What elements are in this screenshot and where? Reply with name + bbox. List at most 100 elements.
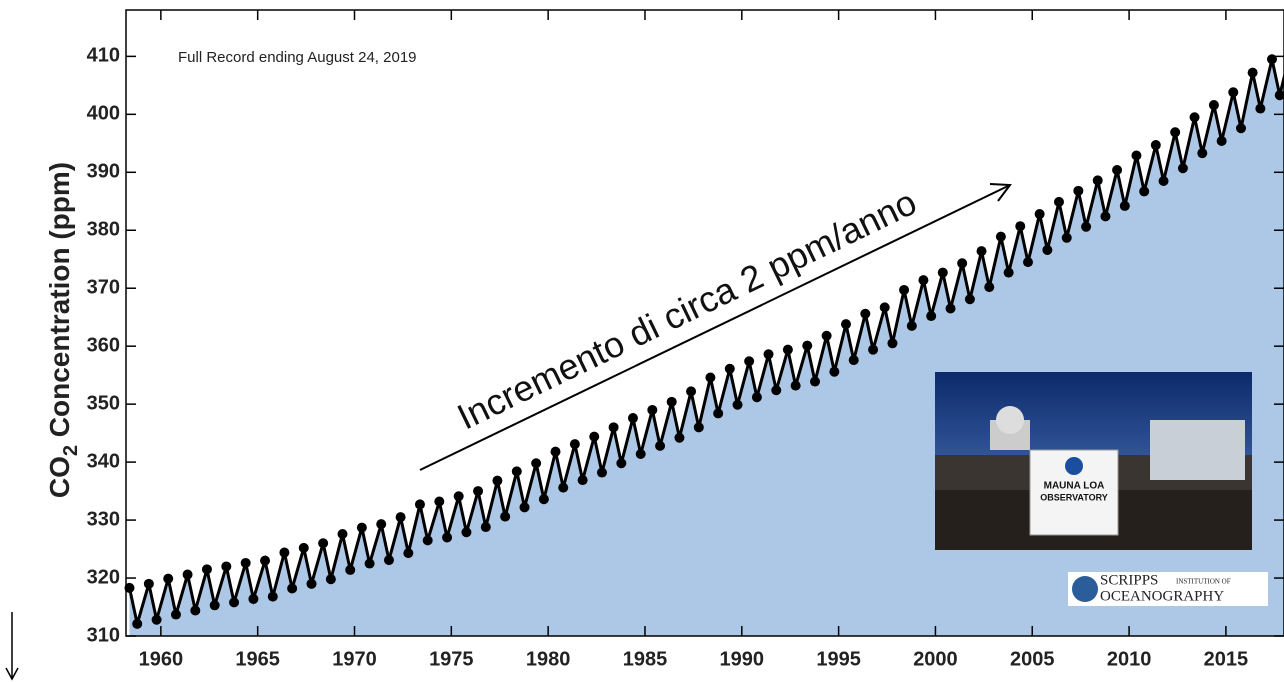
point — [860, 309, 870, 319]
point — [636, 449, 646, 459]
point — [423, 535, 433, 545]
point — [500, 512, 510, 522]
point — [163, 574, 173, 584]
point — [279, 548, 289, 558]
y-tick-label: 330 — [87, 508, 120, 530]
point — [868, 345, 878, 355]
point — [171, 610, 181, 620]
point — [1151, 140, 1161, 150]
point — [221, 561, 231, 571]
point — [733, 400, 743, 410]
point — [628, 413, 638, 423]
point — [752, 392, 762, 402]
point — [461, 527, 471, 537]
x-tick-label: 1985 — [623, 648, 668, 670]
point — [655, 441, 665, 451]
point — [705, 372, 715, 382]
point — [144, 579, 154, 589]
point — [357, 523, 367, 533]
x-tick-label: 2010 — [1107, 648, 1152, 670]
x-tick-label: 2005 — [1010, 648, 1055, 670]
point — [260, 556, 270, 566]
logo-text: INSTITUTION OF — [1176, 578, 1231, 586]
point — [849, 355, 859, 365]
point — [822, 331, 832, 341]
point — [647, 405, 657, 415]
point — [918, 275, 928, 285]
x-tick-label: 1965 — [235, 648, 280, 670]
point — [365, 559, 375, 569]
point — [307, 579, 317, 589]
point — [887, 338, 897, 348]
point — [183, 570, 193, 580]
point — [396, 512, 406, 522]
point — [880, 302, 890, 312]
point — [1131, 150, 1141, 160]
point — [1120, 201, 1130, 211]
point — [473, 486, 483, 496]
point — [1042, 245, 1052, 255]
point — [616, 458, 626, 468]
point — [764, 349, 774, 359]
point — [299, 543, 309, 553]
x-tick-label: 1960 — [139, 648, 184, 670]
point — [899, 285, 909, 295]
y-tick-label: 390 — [87, 161, 120, 183]
point — [674, 433, 684, 443]
point — [1248, 68, 1258, 78]
point — [539, 494, 549, 504]
point — [694, 422, 704, 432]
point — [241, 558, 251, 568]
x-tick-label: 2015 — [1204, 648, 1249, 670]
point — [984, 282, 994, 292]
point — [1081, 222, 1091, 232]
point — [1062, 233, 1072, 243]
point — [841, 319, 851, 329]
point — [531, 458, 541, 468]
point — [376, 519, 386, 529]
point — [1190, 112, 1200, 122]
point — [1112, 165, 1122, 175]
point — [248, 594, 258, 604]
point — [520, 502, 530, 512]
point — [1035, 209, 1045, 219]
chart: 3103203303403503603703803904004101960196… — [0, 0, 1284, 682]
point — [725, 364, 735, 374]
point — [829, 367, 839, 377]
point — [1228, 87, 1238, 97]
point — [442, 532, 452, 542]
point — [512, 466, 522, 476]
point — [403, 548, 413, 558]
point — [965, 294, 975, 304]
y-tick-label: 380 — [87, 219, 120, 241]
point — [771, 385, 781, 395]
photo: MAUNA LOA OBSERVATORY — [935, 372, 1252, 550]
sign-text: MAUNA LOA — [1044, 481, 1105, 492]
note: Full Record ending August 24, 2019 — [178, 49, 417, 66]
point — [589, 432, 599, 442]
point — [210, 600, 220, 610]
point — [810, 377, 820, 387]
point — [1209, 100, 1219, 110]
point — [1170, 127, 1180, 137]
y-tick-label: 400 — [87, 103, 120, 125]
point — [287, 583, 297, 593]
point — [957, 258, 967, 268]
point — [1217, 136, 1227, 146]
point — [415, 499, 425, 509]
point — [190, 605, 200, 615]
y-tick-label: 310 — [87, 624, 120, 646]
y-label-rest: Concentration (ppm) — [44, 162, 75, 445]
point — [384, 555, 394, 565]
point — [1139, 186, 1149, 196]
x-tick-label: 1990 — [720, 648, 765, 670]
point — [791, 381, 801, 391]
point — [1054, 197, 1064, 207]
point — [454, 491, 464, 501]
point — [1236, 123, 1246, 133]
point — [713, 408, 723, 418]
y-label-main: CO — [44, 456, 75, 498]
point — [1159, 176, 1169, 186]
point — [318, 538, 328, 548]
